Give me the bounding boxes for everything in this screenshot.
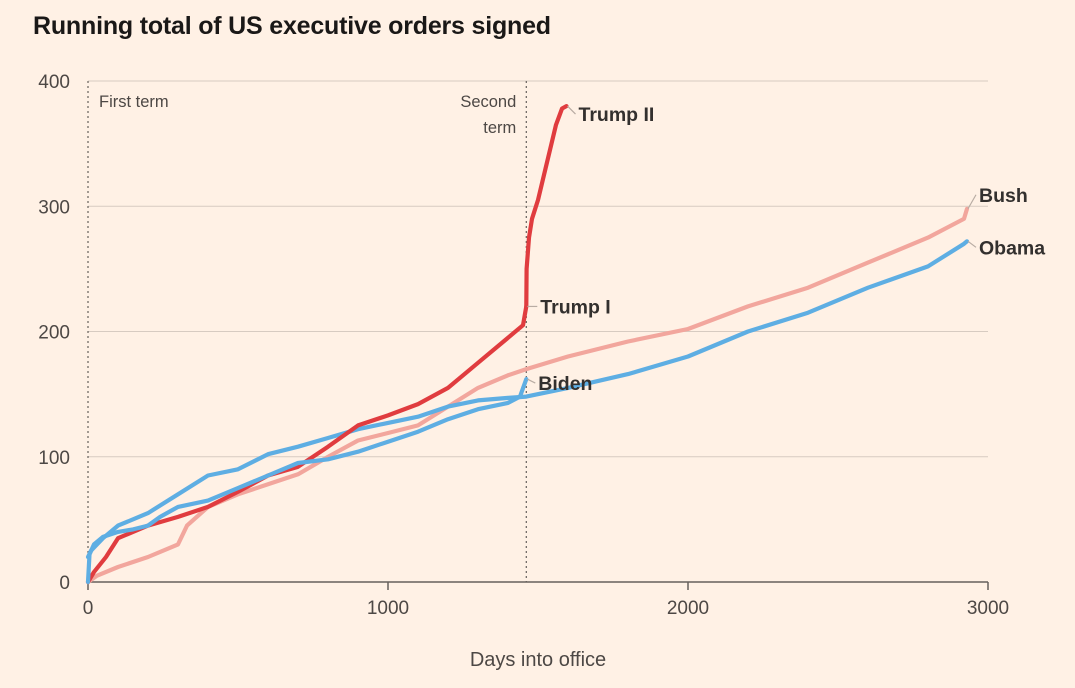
series-labels: Bush Obama Trump I Trump II Biden bbox=[527, 104, 1045, 395]
series-line-trump-ii bbox=[524, 104, 569, 309]
chart-title: Running total of US executive orders sig… bbox=[33, 12, 551, 40]
series-line-trump-i bbox=[85, 304, 529, 585]
x-tick-label: 3000 bbox=[967, 598, 1009, 619]
series-label-trump-i: Trump I bbox=[540, 296, 610, 318]
x-tick-label: 2000 bbox=[667, 598, 709, 619]
leader-obama bbox=[967, 240, 977, 248]
x-tick-label: 1000 bbox=[367, 598, 409, 619]
x-tick-label: 0 bbox=[83, 598, 94, 619]
series-line-biden bbox=[85, 377, 529, 585]
annotations: First term Second term bbox=[87, 81, 527, 582]
y-tick-label: 300 bbox=[38, 197, 70, 218]
series-label-trump-ii: Trump II bbox=[579, 104, 655, 126]
second-term-label-line2: term bbox=[483, 119, 516, 137]
leader-bush bbox=[967, 194, 977, 210]
second-term-label: Second bbox=[460, 93, 516, 111]
series-line-obama bbox=[85, 239, 970, 560]
series-label-biden: Biden bbox=[538, 373, 592, 395]
series-label-bush: Bush bbox=[979, 185, 1028, 207]
leader-biden bbox=[527, 378, 536, 384]
series-lines bbox=[85, 104, 970, 585]
axes: 0 100 200 300 400 0 1000 2000 3000 Days into offi… bbox=[38, 72, 1009, 671]
y-tick-label: 0 bbox=[59, 573, 70, 594]
series-label-obama: Obama bbox=[979, 237, 1045, 259]
y-tick-label: 200 bbox=[38, 323, 70, 344]
y-tick-label: 400 bbox=[38, 72, 70, 93]
y-tick-label: 100 bbox=[38, 448, 70, 469]
leader-trump-ii bbox=[567, 105, 576, 115]
x-axis-title: Days into office bbox=[470, 649, 606, 671]
first-term-label: First term bbox=[99, 93, 169, 111]
series-line-bush bbox=[85, 206, 970, 585]
